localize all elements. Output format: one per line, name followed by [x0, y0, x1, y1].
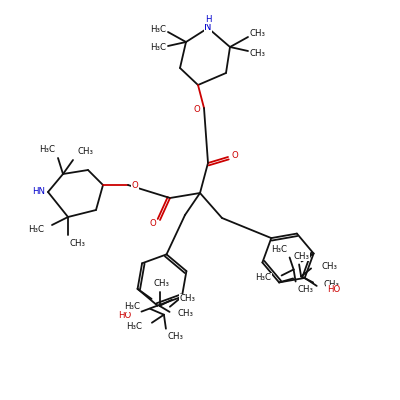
Text: O: O [132, 180, 138, 190]
Text: CH₃: CH₃ [250, 30, 266, 38]
Text: CH₃: CH₃ [77, 148, 93, 156]
Text: H₃C: H₃C [150, 44, 166, 52]
Text: CH₃: CH₃ [180, 294, 196, 303]
Text: H₃C: H₃C [124, 302, 140, 311]
Text: CH₃: CH₃ [293, 252, 309, 261]
Text: O: O [150, 220, 156, 228]
Text: H₃C: H₃C [39, 146, 55, 154]
Text: CH₃: CH₃ [298, 285, 314, 294]
Text: H₃C: H₃C [126, 322, 142, 331]
Text: H₃C: H₃C [28, 224, 44, 234]
Text: CH₃: CH₃ [154, 279, 170, 288]
Text: HN: HN [32, 188, 45, 196]
Text: CH₃: CH₃ [70, 238, 86, 248]
Text: CH₃: CH₃ [168, 332, 184, 341]
Text: CH₃: CH₃ [321, 262, 337, 271]
Text: N: N [204, 22, 212, 32]
Text: CH₃: CH₃ [250, 48, 266, 58]
Text: H₃C: H₃C [256, 273, 272, 282]
Text: O: O [232, 152, 238, 160]
Text: H: H [205, 14, 211, 24]
Text: HO: HO [118, 311, 132, 320]
Text: HO: HO [327, 286, 340, 294]
Text: H₃C: H₃C [150, 24, 166, 34]
Text: CH₃: CH₃ [178, 309, 194, 318]
Text: CH₃: CH₃ [323, 280, 339, 289]
Text: O: O [194, 106, 200, 114]
Text: H₃C: H₃C [272, 245, 288, 254]
